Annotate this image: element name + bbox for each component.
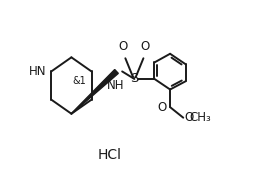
Text: O: O — [118, 40, 128, 54]
Text: HN: HN — [29, 65, 47, 78]
Text: &1: &1 — [73, 76, 86, 86]
Text: O: O — [141, 40, 150, 54]
Text: NH: NH — [107, 79, 124, 92]
Text: HCl: HCl — [98, 148, 122, 162]
Text: CH₃: CH₃ — [189, 111, 211, 124]
Text: O: O — [184, 111, 193, 124]
Text: O: O — [157, 101, 167, 114]
Text: S: S — [130, 72, 139, 86]
Polygon shape — [71, 70, 118, 114]
